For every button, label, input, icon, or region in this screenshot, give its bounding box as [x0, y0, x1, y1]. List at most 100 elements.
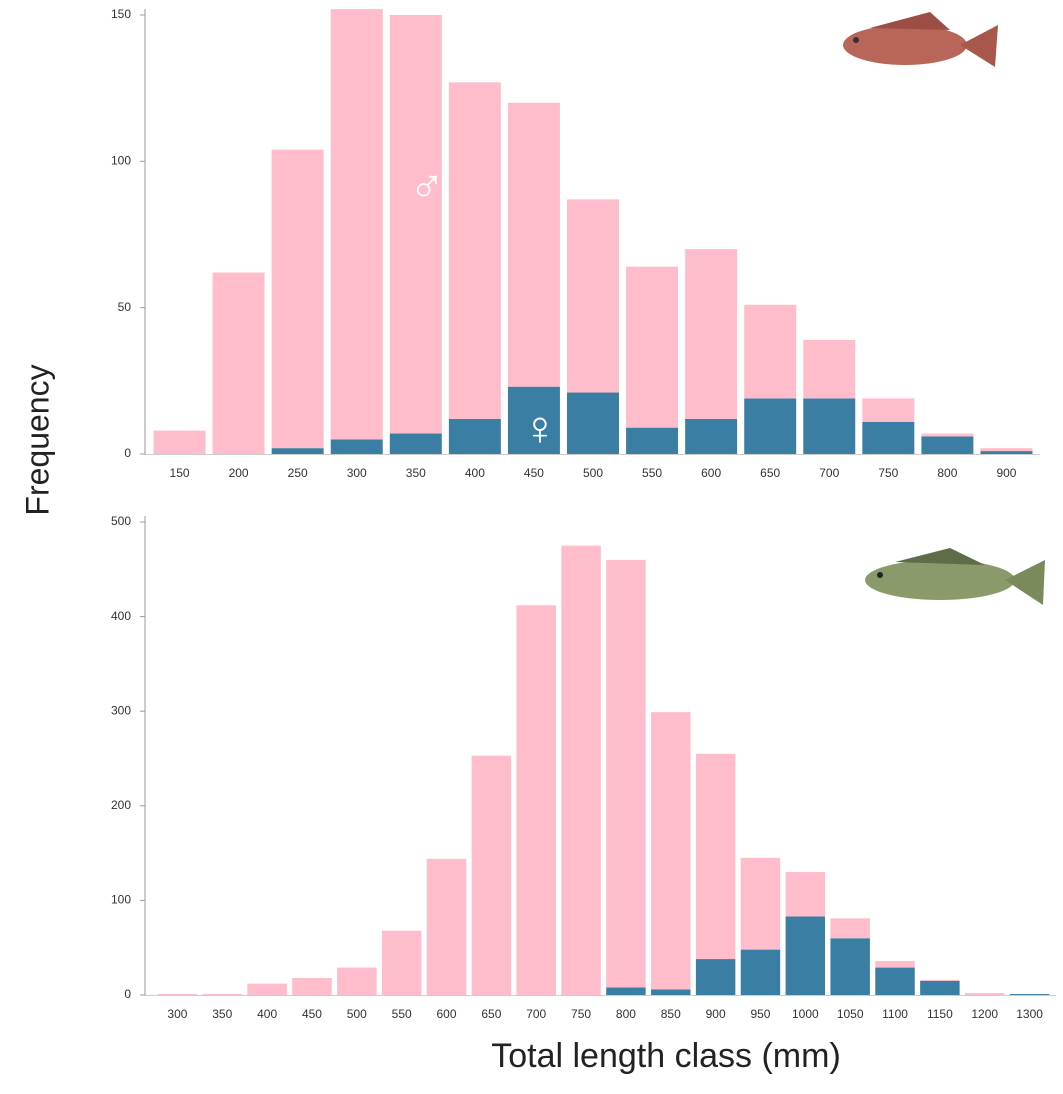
bar-segment — [862, 422, 914, 454]
bar-segment — [696, 959, 735, 995]
x-tick-label: 400 — [257, 1007, 277, 1021]
bar-segment — [803, 398, 855, 454]
bar-segment — [337, 968, 376, 995]
x-tick-label: 600 — [437, 1007, 457, 1021]
y-tick-label: 50 — [118, 300, 132, 314]
bar-segment — [331, 9, 383, 439]
x-tick-label: 900 — [706, 1007, 726, 1021]
bar-segment — [567, 199, 619, 392]
bar-segment — [247, 984, 286, 995]
bar-segment — [449, 419, 501, 454]
bar-segment — [427, 859, 466, 995]
y-tick-label: 300 — [111, 703, 131, 717]
x-tick-label: 200 — [229, 466, 249, 480]
bar-segment — [213, 273, 265, 454]
x-tick-label: 750 — [571, 1007, 591, 1021]
bar-segment — [744, 398, 796, 454]
bar-segment — [626, 428, 678, 454]
bar-segment — [516, 605, 555, 995]
bar-segment — [920, 980, 959, 981]
y-tick-label: 500 — [111, 514, 131, 528]
y-axis-label: Frequency — [19, 364, 55, 515]
y-tick-label: 0 — [124, 987, 131, 1001]
series-label: ♂ — [409, 161, 445, 214]
y-tick-label: 200 — [111, 798, 131, 812]
bar-segment — [744, 305, 796, 399]
bar-segment — [965, 993, 1004, 995]
fish-gag-grouper — [865, 548, 1045, 605]
x-tick-label: 800 — [937, 466, 957, 480]
series-label: ♀ — [522, 403, 558, 456]
bar-segment — [786, 872, 825, 916]
bar-segment — [875, 961, 914, 968]
bar-segment — [921, 436, 973, 454]
bar-segment — [920, 981, 959, 995]
y-tick-label: 150 — [111, 7, 131, 21]
y-tick-label: 100 — [111, 154, 131, 168]
bar-segment — [921, 434, 973, 437]
x-tick-label: 250 — [288, 466, 308, 480]
x-tick-label: 350 — [212, 1007, 232, 1021]
bar-segment — [203, 994, 242, 995]
x-tick-label: 400 — [465, 466, 485, 480]
x-tick-label: 1000 — [792, 1007, 819, 1021]
bar-segment — [390, 15, 442, 434]
bar-segment — [830, 938, 869, 995]
x-tick-label: 300 — [347, 466, 367, 480]
x-tick-label: 1100 — [882, 1007, 908, 1021]
x-tick-label: 900 — [996, 466, 1016, 480]
x-tick-label: 1050 — [837, 1007, 864, 1021]
bar-segment — [980, 448, 1032, 451]
bar-segment — [272, 150, 324, 449]
x-tick-label: 350 — [406, 466, 426, 480]
y-tick-label: 0 — [124, 446, 131, 460]
bar-segment — [292, 978, 331, 995]
bar-segment — [875, 968, 914, 995]
bar-segment — [696, 754, 735, 959]
bar-segment — [390, 434, 442, 454]
bar-segment — [272, 448, 324, 454]
x-tick-label: 1300 — [1016, 1007, 1043, 1021]
x-tick-label: 550 — [642, 466, 662, 480]
x-tick-label: 450 — [524, 466, 544, 480]
bar-segment — [449, 82, 501, 419]
bar-segment — [980, 451, 1032, 454]
bar-segment — [606, 560, 645, 988]
bar-segment — [685, 249, 737, 419]
x-axis-label: Total length class (mm) — [491, 1037, 841, 1075]
page: Frequency Total length class (mm) 0 50 100… — [0, 0, 1063, 1094]
x-tick-label: 650 — [760, 466, 780, 480]
fish-red-grouper — [843, 12, 998, 67]
bar-segment — [830, 918, 869, 938]
bar-segment — [154, 431, 206, 454]
x-tick-label: 850 — [661, 1007, 681, 1021]
x-tick-label: 1150 — [927, 1007, 953, 1021]
y-tick-label: 400 — [111, 609, 131, 623]
x-tick-label: 700 — [819, 466, 839, 480]
bar-segment — [331, 439, 383, 454]
bar-segment — [561, 546, 600, 995]
bar-segment — [741, 950, 780, 995]
x-tick-label: 500 — [347, 1007, 367, 1021]
bar-segment — [1010, 994, 1049, 995]
bar-segment — [862, 398, 914, 421]
x-tick-label: 700 — [526, 1007, 546, 1021]
bar-segment — [685, 419, 737, 454]
bar-segment — [508, 103, 560, 387]
x-tick-label: 750 — [878, 466, 898, 480]
x-tick-label: 150 — [170, 466, 190, 480]
bar-segment — [472, 756, 511, 995]
y-tick-label: 100 — [111, 893, 131, 907]
bar-segment — [382, 931, 421, 995]
x-tick-label: 300 — [167, 1007, 187, 1021]
x-tick-label: 800 — [616, 1007, 636, 1021]
bar-segment — [606, 987, 645, 995]
bar-segment — [651, 989, 690, 995]
bar-segment — [741, 858, 780, 950]
bar-segment — [626, 267, 678, 428]
x-tick-label: 600 — [701, 466, 721, 480]
x-tick-label: 450 — [302, 1007, 322, 1021]
bar-segment — [567, 393, 619, 454]
bar-segment — [803, 340, 855, 399]
x-tick-label: 550 — [392, 1007, 412, 1021]
